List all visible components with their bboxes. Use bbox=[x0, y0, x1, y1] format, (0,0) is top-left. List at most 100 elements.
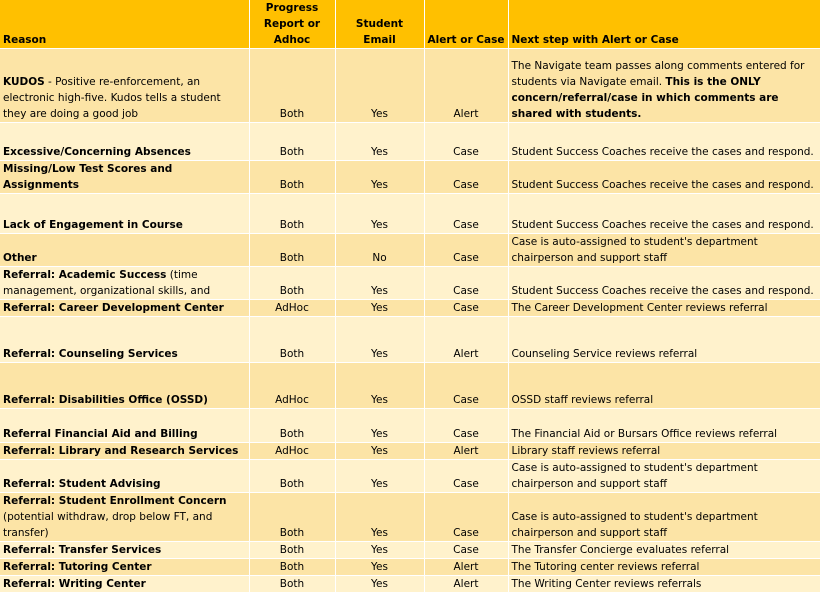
next-step-text: Student Success Coaches receive the case… bbox=[511, 146, 814, 158]
next-step-text: Student Success Coaches receive the case… bbox=[511, 179, 814, 191]
reason-title: Referral: Career Development Center bbox=[3, 302, 224, 314]
reason-title: Referral: Tutoring Center bbox=[3, 561, 152, 573]
next-step-cell: Student Success Coaches receive the case… bbox=[508, 266, 820, 300]
reason-cell: Lack of Engagement in Course bbox=[0, 193, 250, 234]
progress-cell: AdHoc bbox=[249, 362, 336, 409]
progress-cell: Both bbox=[249, 266, 336, 300]
reason-title: Referral: Student Enrollment Concern bbox=[3, 495, 227, 507]
reason-title: KUDOS bbox=[3, 76, 45, 88]
header-reason: Reason bbox=[0, 0, 250, 49]
reason-cell: Excessive/Concerning Absences bbox=[0, 122, 250, 161]
next-step-text: Library staff reviews referral bbox=[511, 445, 661, 457]
next-step-text: The Navigate team passes along comments … bbox=[511, 60, 805, 88]
header-progress: Progress Report or Adhoc bbox=[249, 0, 336, 49]
table-row: Referral: Disabilities Office (OSSD) AdHo… bbox=[0, 362, 820, 409]
table-row: Referral: Library and Research Services A… bbox=[0, 442, 820, 460]
table-row: Lack of Engagement in Course Both Yes Case S… bbox=[0, 193, 820, 234]
next-step-emphasis: This is the ONLY concern/referral/case i… bbox=[511, 76, 779, 120]
reason-cell: Referral: Tutoring Center bbox=[0, 558, 250, 576]
alert-or-case-cell: Case bbox=[424, 122, 509, 161]
next-step-text: The Tutoring center reviews referral bbox=[511, 561, 700, 573]
alert-or-case-cell: Case bbox=[424, 193, 509, 234]
reason-cell: Referral Financial Aid and Billing bbox=[0, 408, 250, 443]
table-row: Referral: Transfer Services Both Yes Case Th… bbox=[0, 541, 820, 559]
table-row: Referral: Student Advising Both Yes Case Cas… bbox=[0, 459, 820, 493]
alert-or-case-cell: Case bbox=[424, 408, 509, 443]
next-step-cell: Case is auto-assigned to student's depar… bbox=[508, 459, 820, 493]
progress-cell: Both bbox=[249, 558, 336, 576]
progress-cell: Both bbox=[249, 233, 336, 267]
email-cell: Yes bbox=[335, 266, 425, 300]
reason-cell: Referral: Transfer Services bbox=[0, 541, 250, 559]
alert-or-case-cell: Case bbox=[424, 492, 509, 542]
email-cell: Yes bbox=[335, 316, 425, 363]
reason-cell: Referral: Library and Research Services bbox=[0, 442, 250, 460]
next-step-text: The Career Development Center reviews re… bbox=[511, 302, 768, 314]
alert-or-case-cell: Alert bbox=[424, 558, 509, 576]
next-step-text: OSSD staff reviews referral bbox=[511, 394, 654, 406]
alert-or-case-cell: Case bbox=[424, 362, 509, 409]
reason-title: Referral: Student Advising bbox=[3, 478, 161, 490]
email-cell: Yes bbox=[335, 541, 425, 559]
progress-cell: Both bbox=[249, 48, 336, 123]
progress-cell: Both bbox=[249, 316, 336, 363]
alert-or-case-cell: Case bbox=[424, 459, 509, 493]
reason-cell: Referral: Student Advising bbox=[0, 459, 250, 493]
email-cell: Yes bbox=[335, 299, 425, 317]
alert-or-case-cell: Alert bbox=[424, 48, 509, 123]
next-step-text: Case is auto-assigned to student's depar… bbox=[511, 462, 758, 490]
reason-title: Referral: Transfer Services bbox=[3, 544, 162, 556]
next-step-cell: The Navigate team passes along comments … bbox=[508, 48, 820, 123]
reason-cell: Missing/Low Test Scores and Assignments bbox=[0, 160, 250, 194]
reason-title: Referral: Academic Success bbox=[3, 269, 167, 281]
reason-cell: Other bbox=[0, 233, 250, 267]
alert-or-case-cell: Alert bbox=[424, 575, 509, 593]
email-cell: Yes bbox=[335, 575, 425, 593]
next-step-text: Student Success Coaches receive the case… bbox=[511, 219, 814, 231]
email-cell: Yes bbox=[335, 193, 425, 234]
reason-cell: Referral: Writing Center bbox=[0, 575, 250, 593]
table-row: KUDOS - Positive re-enforcement, an elec… bbox=[0, 48, 820, 123]
alert-or-case-cell: Case bbox=[424, 233, 509, 267]
reason-title: Referral: Counseling Services bbox=[3, 348, 178, 360]
next-step-cell: The Career Development Center reviews re… bbox=[508, 299, 820, 317]
reason-title: Referral Financial Aid and Billing bbox=[3, 428, 198, 440]
progress-cell: Both bbox=[249, 575, 336, 593]
reason-title: Excessive/Concerning Absences bbox=[3, 146, 191, 158]
header-next-step: Next step with Alert or Case bbox=[508, 0, 820, 49]
header-alert: Alert or Case bbox=[424, 0, 509, 49]
next-step-text: Student Success Coaches receive the case… bbox=[511, 285, 814, 297]
next-step-text: Case is auto-assigned to student's depar… bbox=[511, 511, 758, 539]
next-step-cell: Case is auto-assigned to student's depar… bbox=[508, 492, 820, 542]
email-cell: No bbox=[335, 233, 425, 267]
next-step-cell: The Writing Center reviews referrals bbox=[508, 575, 820, 593]
email-cell: Yes bbox=[335, 408, 425, 443]
next-step-cell: OSSD staff reviews referral bbox=[508, 362, 820, 409]
progress-cell: Both bbox=[249, 122, 336, 161]
alert-or-case-cell: Case bbox=[424, 266, 509, 300]
next-step-cell: Case is auto-assigned to student's depar… bbox=[508, 233, 820, 267]
next-step-text: The Transfer Concierge evaluates referra… bbox=[511, 544, 730, 556]
next-step-cell: Student Success Coaches receive the case… bbox=[508, 160, 820, 194]
reason-title: Referral: Disabilities Office (OSSD) bbox=[3, 394, 208, 406]
table-row: Excessive/Concerning Absences Both Yes Case… bbox=[0, 122, 820, 161]
email-cell: Yes bbox=[335, 122, 425, 161]
progress-cell: Both bbox=[249, 408, 336, 443]
progress-cell: Both bbox=[249, 459, 336, 493]
next-step-cell: Student Success Coaches receive the case… bbox=[508, 193, 820, 234]
next-step-cell: Library staff reviews referral bbox=[508, 442, 820, 460]
alert-or-case-cell: Case bbox=[424, 299, 509, 317]
email-cell: Yes bbox=[335, 492, 425, 542]
reason-description: (time management, organizational skills,… bbox=[3, 269, 211, 297]
table-row: Referral: Tutoring Center Both Yes Alert The… bbox=[0, 558, 820, 576]
progress-cell: AdHoc bbox=[249, 299, 336, 317]
progress-cell: Both bbox=[249, 160, 336, 194]
table-row: Referral: Academic Success (time managem… bbox=[0, 266, 820, 300]
reason-title: Referral: Library and Research Services bbox=[3, 445, 239, 457]
reason-cell: KUDOS - Positive re-enforcement, an elec… bbox=[0, 48, 250, 123]
reason-title: Lack of Engagement in Course bbox=[3, 219, 183, 231]
progress-cell: AdHoc bbox=[249, 442, 336, 460]
next-step-cell: Counseling Service reviews referral bbox=[508, 316, 820, 363]
next-step-cell: The Tutoring center reviews referral bbox=[508, 558, 820, 576]
table-row: Referral: Career Development Center AdHoc… bbox=[0, 299, 820, 317]
